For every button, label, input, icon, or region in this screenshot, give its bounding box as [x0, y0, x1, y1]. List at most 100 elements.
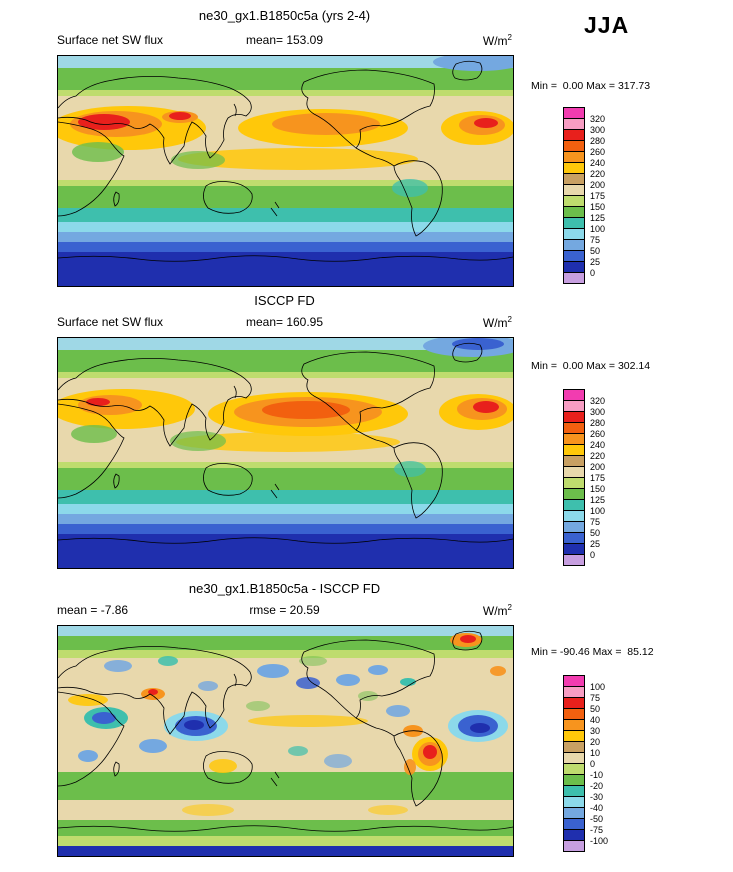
colorbar-tick-label: 100	[590, 506, 606, 516]
map-diff	[57, 625, 514, 857]
colorbar-segment	[564, 764, 584, 775]
colorbar-tick-label: 40	[590, 715, 601, 725]
colorbar-segment	[564, 445, 584, 456]
colorbar-tick-label: -40	[590, 803, 604, 813]
colorbar-tick-label: 10	[590, 748, 601, 758]
colorbar-segment	[564, 434, 584, 445]
colorbar-segment	[564, 412, 584, 423]
colorbar-tick-label: 150	[590, 484, 606, 494]
colorbar-tick-label: 280	[590, 418, 606, 428]
mean-label: mean = -7.86	[57, 603, 129, 617]
colorbar-segment	[564, 141, 584, 152]
colorbar-tick-label: 100	[590, 682, 606, 692]
colorbar-segment	[564, 841, 584, 851]
colorbar-segment	[564, 423, 584, 434]
panel-title: ne30_gx1.B1850c5a (yrs 2-4)	[198, 8, 371, 23]
units-label: W/m2	[482, 603, 512, 618]
colorbar-tick-label: 0	[590, 268, 596, 278]
colorbar-segment	[564, 731, 584, 742]
panel-stats-row: Surface net SW flux mean= 153.09 W/m2	[57, 33, 512, 48]
colorbar-segment	[564, 742, 584, 753]
minmax-label: Min = 0.00 Max = 317.73	[531, 80, 651, 92]
map-diff-plot	[58, 626, 513, 856]
colorbar-segment	[564, 709, 584, 720]
colorbar-segment	[564, 786, 584, 797]
colorbar-model: 320 300 280 260 240 220 200 175 150 125 100 75 50 25 0	[563, 107, 625, 287]
colorbar-tick-label: 280	[590, 136, 606, 146]
minmax-label: Min = 0.00 Max = 302.14	[531, 360, 651, 372]
colorbar-segment	[564, 273, 584, 283]
colorbar-segment	[564, 218, 584, 229]
colorbar-segment	[564, 163, 584, 174]
colorbar-tick-label: -100	[590, 836, 609, 846]
colorbar-tick-label: 75	[590, 235, 601, 245]
colorbar-segment	[564, 456, 584, 467]
units-label: W/m2	[482, 33, 512, 48]
colorbar-segment	[564, 152, 584, 163]
mean-label: mean= 160.95	[245, 315, 324, 329]
colorbar-tick-label: 25	[590, 257, 601, 267]
colorbar-tick-label: 175	[590, 191, 606, 201]
colorbar-segment	[564, 753, 584, 764]
variable-label: Surface net SW flux	[57, 33, 164, 47]
colorbar-tick-label: 260	[590, 429, 606, 439]
colorbar-tick-label: 0	[590, 550, 596, 560]
colorbar-tick-label: 200	[590, 462, 606, 472]
colorbar-segment	[564, 119, 584, 130]
mean-label: mean= 153.09	[245, 33, 324, 47]
colorbar-tick-label: 0	[590, 759, 596, 769]
colorbar-segment	[564, 687, 584, 698]
colorbar-segment	[564, 229, 584, 240]
colorbar-segment	[564, 511, 584, 522]
colorbar-tick-label: 75	[590, 693, 601, 703]
colorbar-tick-label: 220	[590, 451, 606, 461]
season-label: JJA	[584, 12, 630, 38]
map-model	[57, 55, 514, 287]
colorbar-segment	[564, 775, 584, 786]
colorbar-tick-label: 50	[590, 704, 601, 714]
colorbar-segment	[564, 185, 584, 196]
colorbar-tick-label: 300	[590, 125, 606, 135]
colorbar-tick-label: 50	[590, 528, 601, 538]
colorbar-tick-label: 100	[590, 224, 606, 234]
colorbar-segment	[564, 544, 584, 555]
colorbar-segment	[564, 478, 584, 489]
colorbar-segments	[563, 389, 585, 566]
minmax-label: Min = -90.46 Max = 85.12	[531, 646, 654, 658]
map-obs	[57, 337, 514, 569]
colorbar-segment	[564, 720, 584, 731]
colorbar-segment	[564, 555, 584, 565]
panel-stats-row: mean = -7.86 rmse = 20.59 W/m2	[57, 603, 512, 618]
colorbar-tick-label: 150	[590, 202, 606, 212]
colorbar-segment	[564, 698, 584, 709]
colorbar-segment	[564, 390, 584, 401]
colorbar-segment	[564, 819, 584, 830]
colorbar-tick-label: 50	[590, 246, 601, 256]
colorbar-segment	[564, 489, 584, 500]
colorbar-segment	[564, 467, 584, 478]
colorbar-segments	[563, 675, 585, 852]
colorbar-segment	[564, 262, 584, 273]
colorbar-tick-label: -75	[590, 825, 604, 835]
panel-stats-row: Surface net SW flux mean= 160.95 W/m2	[57, 315, 512, 330]
variable-label: Surface net SW flux	[57, 315, 164, 329]
colorbar-tick-label: -30	[590, 792, 604, 802]
colorbar-tick-label: 20	[590, 737, 601, 747]
colorbar-segment	[564, 207, 584, 218]
colorbar-tick-label: 240	[590, 440, 606, 450]
colorbar-tick-label: 25	[590, 539, 601, 549]
colorbar-tick-label: -20	[590, 781, 604, 791]
map-model-plot	[58, 56, 513, 286]
colorbar-tick-label: 175	[590, 473, 606, 483]
colorbar-segment	[564, 108, 584, 119]
colorbar-tick-label: 125	[590, 213, 606, 223]
colorbar-tick-label: 75	[590, 517, 601, 527]
colorbar-tick-label: -50	[590, 814, 604, 824]
colorbar-tick-label: 125	[590, 495, 606, 505]
colorbar-segment	[564, 533, 584, 544]
colorbar-segment	[564, 797, 584, 808]
colorbar-tick-label: 320	[590, 114, 606, 124]
colorbar-tick-label: 320	[590, 396, 606, 406]
colorbar-segment	[564, 130, 584, 141]
